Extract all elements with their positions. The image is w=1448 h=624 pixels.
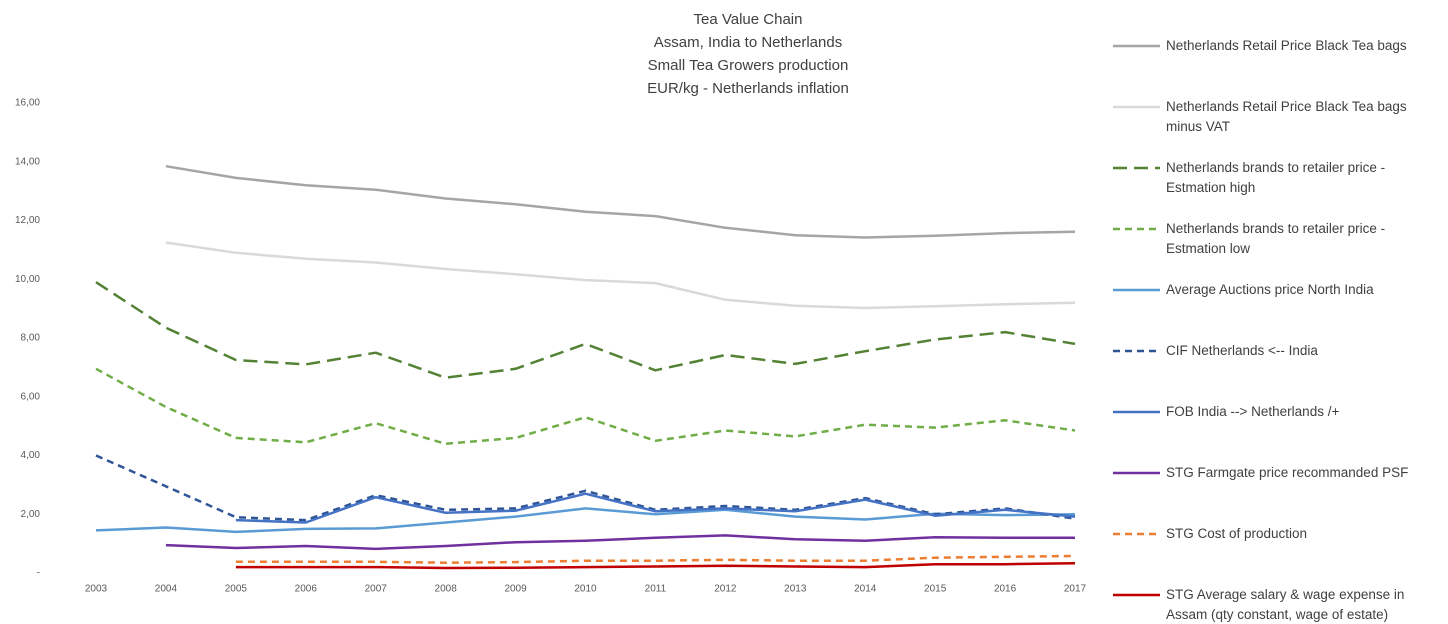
series-line (95, 507, 1076, 534)
chart-title: EUR/kg - Netherlands inflation (647, 80, 849, 97)
x-tick-label: 2016 (994, 584, 1017, 595)
chart-title: Assam, India to Netherlands (654, 34, 842, 51)
y-tick-label: 6,00 (21, 391, 41, 402)
x-tick-label: 2005 (225, 584, 248, 595)
legend-label: STG Farmgate price recommanded PSF (1166, 465, 1409, 480)
series-line (235, 562, 1076, 570)
y-tick-label: 2,00 (21, 509, 41, 520)
legend-label: STG Average salary & wage expense in Ass… (1166, 587, 1405, 622)
chart-title: Tea Value Chain (694, 11, 803, 28)
y-tick-label: 14,00 (15, 156, 40, 167)
legend-label: Netherlands Retail Price Black Tea bags (1166, 38, 1407, 53)
x-tick-label: 2006 (295, 584, 318, 595)
x-tick-label: 2008 (435, 584, 458, 595)
x-tick-label: 2017 (1064, 584, 1087, 595)
series-line (165, 164, 1076, 239)
series-line (165, 534, 1075, 551)
x-tick-label: 2007 (365, 584, 388, 595)
x-tick-label: 2014 (854, 584, 877, 595)
series-line (95, 367, 1076, 446)
legend-label: STG Cost of production (1166, 526, 1308, 541)
y-tick-label: 12,00 (15, 215, 40, 226)
x-tick-label: 2003 (85, 584, 108, 595)
y-tick-label: - (37, 568, 40, 579)
x-tick-label: 2004 (155, 584, 178, 595)
legend-label: CIF Netherlands <-- India (1166, 343, 1318, 358)
legend-label: FOB India --> Netherlands /+ (1166, 404, 1340, 419)
x-tick-label: 2011 (645, 584, 667, 595)
y-tick-label: 8,00 (21, 333, 41, 344)
legend-label: Netherlands brands to retailer price - E… (1166, 221, 1386, 256)
x-tick-label: 2010 (574, 584, 597, 595)
chart-title: Small Tea Growers production (648, 57, 849, 74)
series-line (235, 492, 1076, 524)
series-line (235, 554, 1076, 564)
legend-label: Average Auctions price North India (1166, 282, 1374, 297)
x-tick-label: 2009 (504, 584, 527, 595)
series-line (95, 281, 1076, 379)
y-tick-label: 10,00 (15, 274, 40, 285)
x-tick-label: 2015 (924, 584, 947, 595)
legend-label: Netherlands brands to retailer price - E… (1166, 160, 1386, 195)
y-tick-label: 16,00 (15, 98, 40, 109)
legend-label: Netherlands Retail Price Black Tea bags … (1166, 99, 1407, 134)
series-line (95, 454, 1076, 522)
x-tick-label: 2012 (714, 584, 737, 595)
series-line (165, 241, 1076, 310)
x-tick-label: 2013 (784, 584, 807, 595)
y-tick-label: 4,00 (21, 450, 41, 461)
